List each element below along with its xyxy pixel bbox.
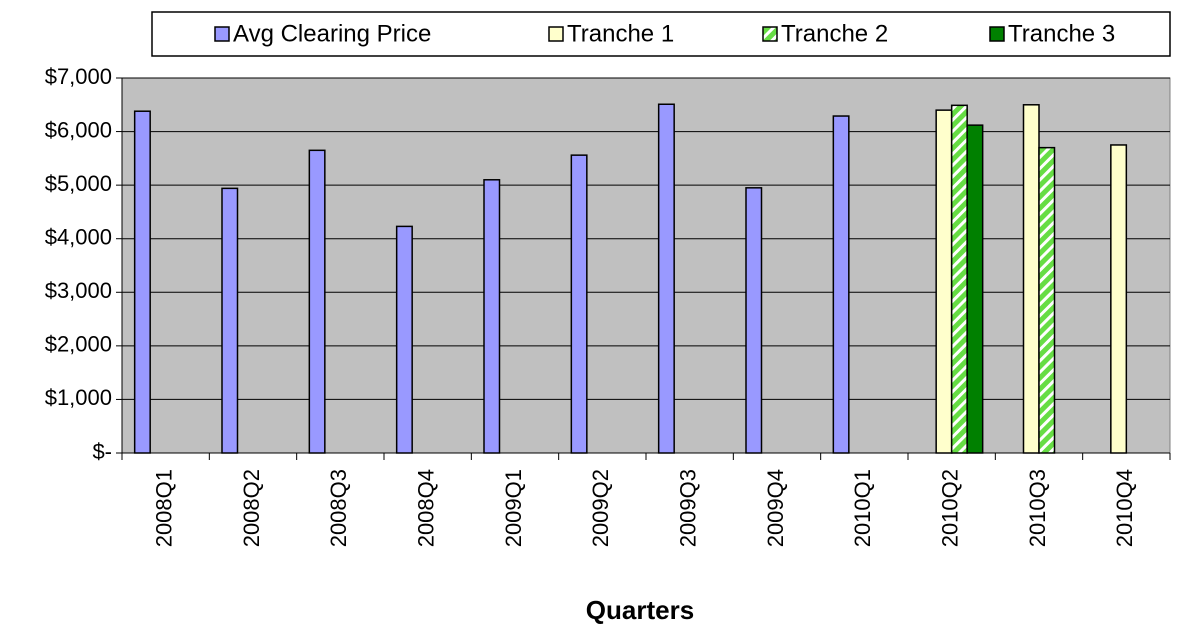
y-tick-label: $3,000 <box>45 278 112 303</box>
bar <box>483 179 501 454</box>
legend-swatch <box>762 26 778 42</box>
x-tick-label: 2010Q2 <box>937 469 962 547</box>
y-tick-label: $7,000 <box>45 64 112 89</box>
y-tick-label: $- <box>92 439 112 464</box>
y-tick-label: $2,000 <box>45 332 112 357</box>
x-tick-label: 2008Q2 <box>239 469 264 547</box>
legend-label: Tranche 1 <box>567 20 674 47</box>
bar <box>832 115 850 454</box>
x-tick-label: 2008Q1 <box>151 469 176 547</box>
x-tick-label: 2009Q2 <box>588 469 613 547</box>
plot-area <box>121 77 1171 454</box>
legend-swatch <box>214 26 230 42</box>
bar <box>950 104 968 454</box>
bar <box>308 149 326 454</box>
y-tick-label: $6,000 <box>45 117 112 142</box>
y-tick-label: $5,000 <box>45 171 112 196</box>
y-tick-label: $4,000 <box>45 225 112 250</box>
bar <box>1038 146 1056 454</box>
bar <box>133 110 151 454</box>
bar <box>966 124 984 454</box>
y-tick-label: $1,000 <box>45 385 112 410</box>
bar <box>1110 144 1128 454</box>
x-axis-title: Quarters <box>586 595 694 625</box>
x-tick-label: 2010Q3 <box>1025 469 1050 547</box>
x-tick-label: 2008Q4 <box>413 469 438 547</box>
x-tick-label: 2009Q1 <box>501 469 526 547</box>
x-tick-label: 2009Q4 <box>763 469 788 547</box>
bar <box>570 154 588 454</box>
bar <box>221 187 239 454</box>
x-tick-label: 2009Q3 <box>675 469 700 547</box>
bar <box>935 109 953 454</box>
bar <box>745 187 763 454</box>
x-tick-label: 2010Q1 <box>850 469 875 547</box>
bar <box>657 103 675 454</box>
legend-swatch <box>989 26 1005 42</box>
bar <box>395 225 413 454</box>
x-tick-label: 2010Q4 <box>1112 469 1137 547</box>
legend-label: Tranche 3 <box>1008 20 1115 47</box>
legend-label: Avg Clearing Price <box>233 20 431 47</box>
x-tick-label: 2008Q3 <box>326 469 351 547</box>
legend-swatch <box>548 26 564 42</box>
legend-label: Tranche 2 <box>781 20 888 47</box>
bar <box>1022 104 1040 454</box>
